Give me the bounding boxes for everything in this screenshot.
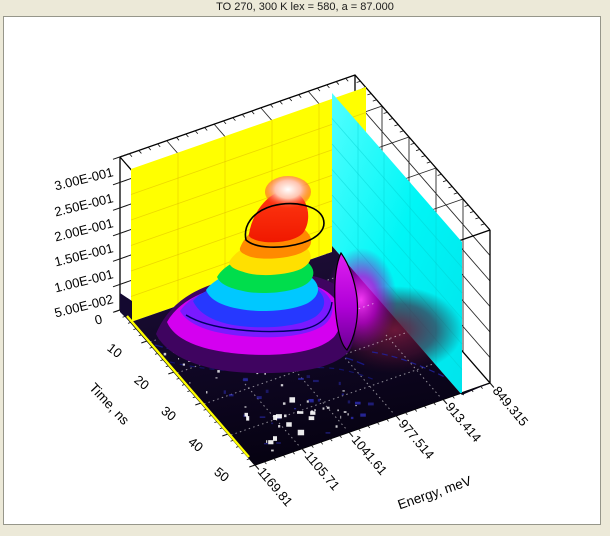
contour-blob	[334, 251, 359, 351]
yellow-slice-plane	[130, 87, 367, 322]
origin-label: 0	[93, 311, 104, 327]
surface-edge-strip	[126, 315, 250, 458]
surface	[120, 176, 490, 465]
surface-peak-highlight	[265, 176, 311, 208]
contour-line-low	[185, 301, 333, 333]
contour-ring	[244, 202, 325, 248]
plot-title: TO 270, 300 K lex = 580, a = 87.000	[216, 1, 394, 13]
surface-mountain	[156, 176, 356, 374]
